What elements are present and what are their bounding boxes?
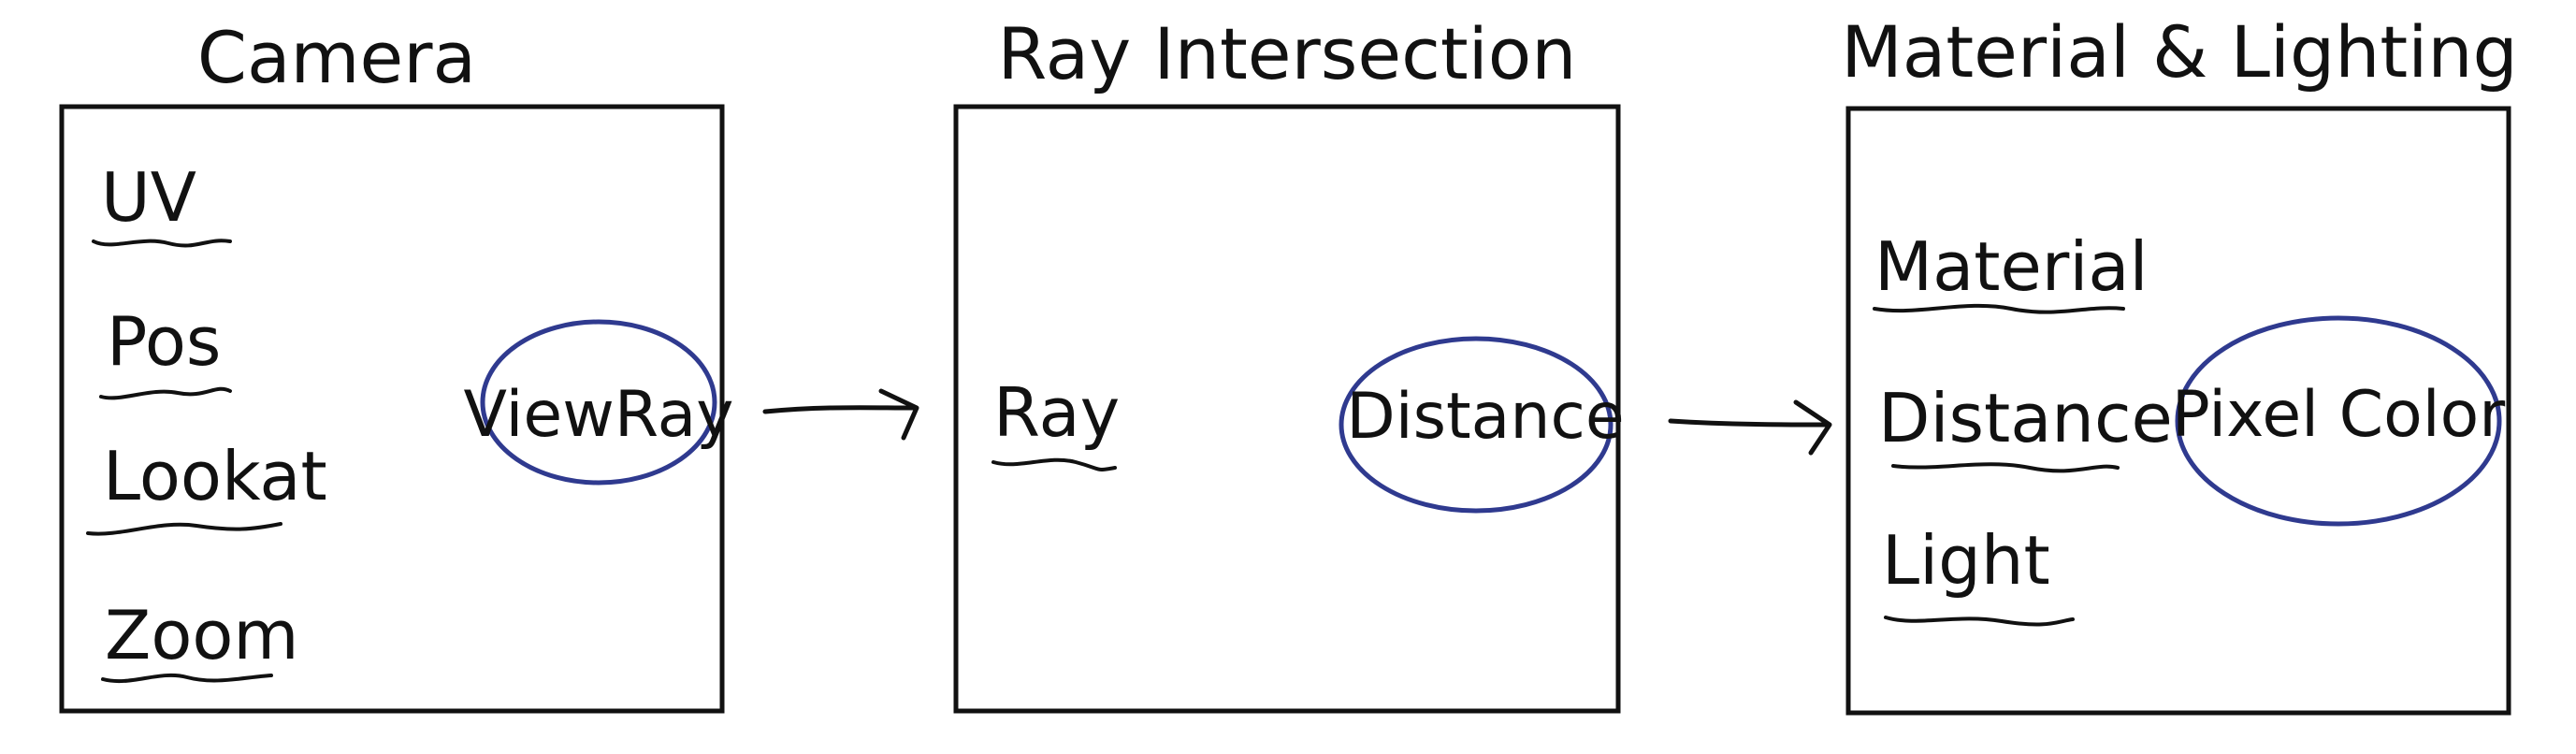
stage-intersection-box [953,104,1621,714]
camera-input-lookat-underline [86,522,282,536]
material-input-distance: Distance [1878,379,2173,457]
material-output-circle [2175,315,2502,527]
stage-material-title: Material & Lighting [1841,10,2518,94]
stage-camera-box [59,104,725,714]
material-input-material-underline [1873,303,2125,314]
camera-input-pos-underline [99,386,232,400]
camera-input-uv-underline [92,239,232,248]
material-input-material: Material [1874,227,2149,306]
intersection-output-circle [1339,336,1614,514]
stage-ray-intersection: Ray Intersection Ray Distance [953,12,1625,714]
stage-intersection-title: Ray Intersection [998,12,1577,95]
camera-output-circle [480,319,717,486]
stage-material-lighting: Material & Lighting Material Distance Li… [1841,10,2518,716]
stage-camera-title: Camera [197,16,476,99]
arrow-camera-to-intersection [762,388,919,441]
camera-input-zoom: Zoom [105,596,299,674]
stage-camera: Camera UV Pos Lookat Zoom ViewRay [59,16,734,714]
camera-input-zoom-underline [101,673,273,684]
camera-input-pos: Pos [107,302,221,381]
arrow-1-shaft [762,405,916,414]
intersection-input-ray: Ray [993,373,1120,452]
camera-input-lookat: Lookat [103,437,327,515]
material-output-pixel-color: Pixel Color [2172,378,2505,452]
arrow-1-head [878,388,919,441]
material-input-light: Light [1882,521,2050,600]
arrow-2-shaft [1668,418,1829,428]
arrow-2-head [1793,399,1832,456]
intersection-output-distance: Distance [1346,380,1624,454]
intersection-input-ray-underline [991,457,1117,471]
camera-input-uv: UV [101,158,196,237]
arrow-intersection-to-material [1668,399,1832,456]
stage-material-box [1845,106,2511,716]
camera-output-viewray: ViewRay [463,378,733,452]
material-input-distance-underline [1891,462,2120,473]
material-input-light-underline [1884,616,2075,627]
